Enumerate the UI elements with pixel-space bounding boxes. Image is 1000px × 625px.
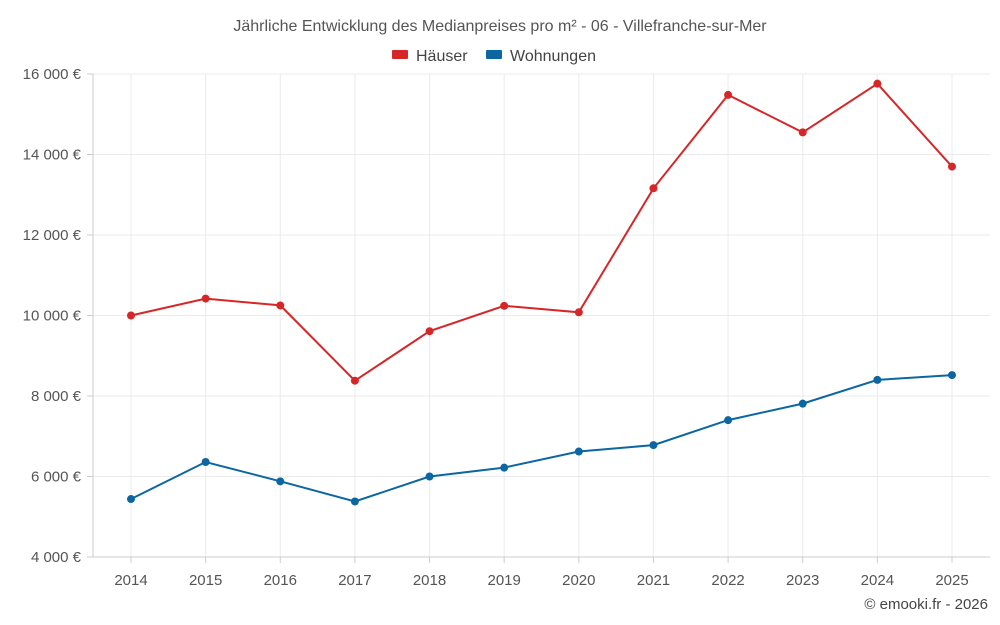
y-tick-label: 10 000 € — [23, 308, 82, 325]
data-point-wohnungen[interactable] — [724, 416, 733, 425]
series — [127, 79, 956, 506]
grid — [93, 73, 990, 557]
x-tick-label: 2014 — [114, 572, 147, 589]
x-tick-label: 2020 — [562, 572, 595, 589]
x-tick-label: 2015 — [189, 572, 222, 589]
data-point-wohnungen[interactable] — [873, 375, 882, 384]
legend-swatch-wohnungen — [486, 50, 502, 59]
x-tick-label: 2021 — [637, 572, 670, 589]
data-point-wohnungen[interactable] — [500, 463, 509, 472]
data-point-haeuser[interactable] — [201, 294, 210, 303]
data-point-wohnungen[interactable] — [798, 399, 807, 408]
y-tick-label: 4 000 € — [31, 549, 82, 566]
data-point-wohnungen[interactable] — [276, 477, 285, 486]
series-line-haeuser — [130, 82, 953, 382]
y-tick-label: 6 000 € — [31, 469, 82, 486]
x-tick-label: 2016 — [264, 572, 297, 589]
data-point-haeuser[interactable] — [948, 162, 956, 171]
series-wohnungen — [127, 371, 956, 506]
legend[interactable]: Häuser Wohnungen — [392, 48, 596, 65]
legend-label-haeuser: Häuser — [416, 48, 468, 65]
legend-item-haeuser[interactable]: Häuser — [392, 48, 468, 65]
data-point-haeuser[interactable] — [574, 308, 583, 317]
data-point-wohnungen[interactable] — [649, 441, 658, 450]
data-point-haeuser[interactable] — [649, 184, 658, 193]
data-point-haeuser[interactable] — [798, 128, 807, 137]
data-point-haeuser[interactable] — [724, 90, 733, 99]
axes: 4 000 € 6 000 € 8 000 € 10 000 € 12 000 € 14 … — [23, 66, 990, 589]
data-point-haeuser[interactable] — [127, 311, 135, 320]
y-tick-label: 16 000 € — [23, 66, 82, 83]
footer-credit: © emooki.fr - 2026 — [864, 596, 988, 613]
data-point-haeuser[interactable] — [873, 79, 882, 88]
chart-title: Jährliche Entwicklung des Medianpreises … — [233, 18, 767, 35]
y-tick-label: 12 000 € — [23, 227, 82, 244]
x-tick-label: 2019 — [487, 572, 520, 589]
legend-label-wohnungen: Wohnungen — [510, 48, 596, 65]
x-tick-label: 2018 — [413, 572, 446, 589]
y-tick-label: 8 000 € — [31, 388, 82, 405]
x-tick-label: 2023 — [786, 572, 819, 589]
series-line-wohnungen — [130, 374, 953, 503]
data-point-wohnungen[interactable] — [201, 458, 210, 467]
data-point-wohnungen[interactable] — [948, 371, 956, 380]
x-tick-label: 2017 — [338, 572, 371, 589]
x-tick-label: 2022 — [711, 572, 744, 589]
data-point-haeuser[interactable] — [276, 301, 285, 310]
data-point-haeuser[interactable] — [500, 301, 509, 310]
data-point-wohnungen[interactable] — [127, 495, 135, 504]
data-point-wohnungen[interactable] — [425, 472, 434, 481]
data-point-wohnungen[interactable] — [350, 497, 359, 506]
data-point-wohnungen[interactable] — [574, 447, 583, 456]
data-point-haeuser[interactable] — [425, 327, 434, 336]
legend-swatch-haeuser — [392, 50, 408, 59]
y-tick-label: 14 000 € — [23, 147, 82, 164]
x-tick-label: 2024 — [861, 572, 894, 589]
series-haeuser — [127, 79, 956, 385]
x-tick-label: 2025 — [935, 572, 968, 589]
legend-item-wohnungen[interactable]: Wohnungen — [486, 48, 596, 65]
data-point-haeuser[interactable] — [350, 376, 359, 385]
